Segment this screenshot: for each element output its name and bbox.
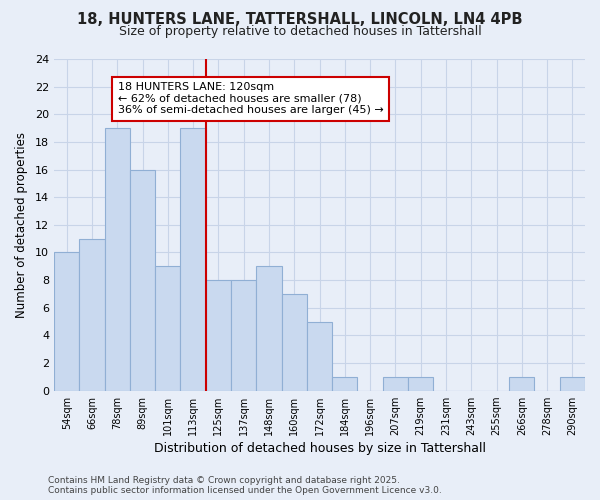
- Bar: [408, 377, 433, 390]
- Y-axis label: Number of detached properties: Number of detached properties: [15, 132, 28, 318]
- Bar: [231, 280, 256, 390]
- Bar: [256, 266, 281, 390]
- Bar: [206, 280, 231, 390]
- Bar: [181, 128, 206, 390]
- Bar: [560, 377, 585, 390]
- Bar: [332, 377, 358, 390]
- Text: 18 HUNTERS LANE: 120sqm
← 62% of detached houses are smaller (78)
36% of semi-de: 18 HUNTERS LANE: 120sqm ← 62% of detache…: [118, 82, 383, 116]
- Bar: [281, 294, 307, 390]
- Bar: [79, 238, 104, 390]
- X-axis label: Distribution of detached houses by size in Tattershall: Distribution of detached houses by size …: [154, 442, 485, 455]
- Bar: [54, 252, 79, 390]
- Text: Size of property relative to detached houses in Tattershall: Size of property relative to detached ho…: [119, 25, 481, 38]
- Bar: [307, 322, 332, 390]
- Bar: [104, 128, 130, 390]
- Bar: [383, 377, 408, 390]
- Bar: [155, 266, 181, 390]
- Bar: [130, 170, 155, 390]
- Bar: [509, 377, 535, 390]
- Text: 18, HUNTERS LANE, TATTERSHALL, LINCOLN, LN4 4PB: 18, HUNTERS LANE, TATTERSHALL, LINCOLN, …: [77, 12, 523, 28]
- Text: Contains HM Land Registry data © Crown copyright and database right 2025.
Contai: Contains HM Land Registry data © Crown c…: [48, 476, 442, 495]
